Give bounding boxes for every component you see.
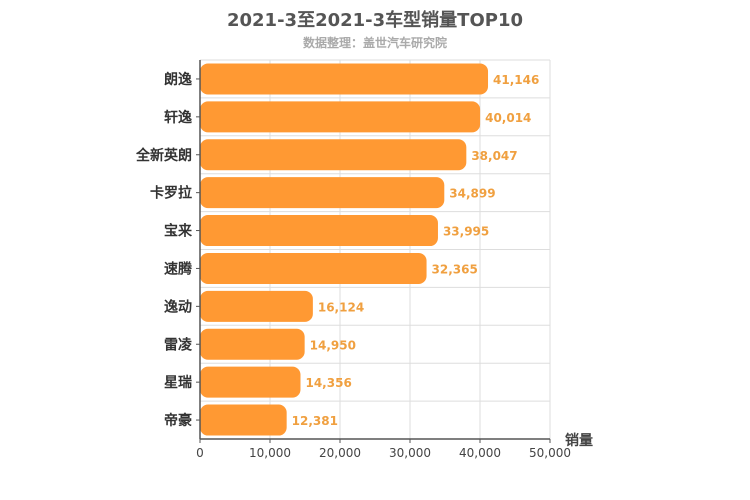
x-tick-label: 0	[196, 446, 204, 460]
x-tick-label: 30,000	[389, 446, 431, 460]
bars: 41,146 40,014 38,047 34,899 33,995 32,365 16,1…	[200, 63, 539, 436]
bar-value-label: 41,146	[493, 73, 539, 87]
y-tick-label: 雷凌	[164, 336, 193, 353]
chart-title: 2021-3至2021-3车型销量TOP10	[226, 10, 523, 31]
y-tick-label: 全新英朗	[135, 147, 192, 164]
bar-value-label: 33,995	[443, 225, 489, 239]
bar-value-label: 32,365	[432, 262, 478, 276]
bar	[200, 63, 489, 95]
bar-value-label: 38,047	[471, 149, 517, 163]
bar	[200, 366, 301, 398]
y-tick-label: 速腾	[164, 260, 193, 277]
y-tick-label: 宝来	[164, 223, 193, 240]
x-tick-label: 10,000	[249, 446, 291, 460]
bar-value-label: 34,899	[449, 187, 495, 201]
y-tick-label: 星瑞	[164, 374, 192, 391]
bar	[200, 328, 305, 360]
bar-value-label: 12,381	[292, 414, 338, 428]
chart-subtitle: 数据整理：盖世汽车研究院	[302, 36, 447, 50]
bar	[200, 139, 467, 171]
y-tick-label: 朗逸	[164, 71, 192, 88]
x-tick-label: 40,000	[459, 446, 501, 460]
bar	[200, 290, 313, 322]
x-tick-label: 20,000	[319, 446, 361, 460]
bar-value-label: 14,356	[305, 376, 351, 390]
bar-value-label: 16,124	[318, 300, 364, 314]
bar-value-label: 14,950	[310, 338, 356, 352]
x-tick-label: 50,000	[529, 446, 571, 460]
y-tick-label: 逸动	[164, 298, 192, 315]
bar	[200, 404, 287, 436]
y-tick-label: 帝豪	[164, 412, 192, 429]
y-tick-label: 卡罗拉	[150, 185, 192, 202]
bar	[200, 215, 438, 247]
y-tick-label: 轩逸	[164, 109, 192, 126]
bar	[200, 101, 481, 133]
x-axis-title: 销量	[565, 432, 593, 449]
bar	[200, 252, 427, 284]
bar-value-label: 40,014	[485, 111, 531, 125]
bar	[200, 177, 445, 209]
